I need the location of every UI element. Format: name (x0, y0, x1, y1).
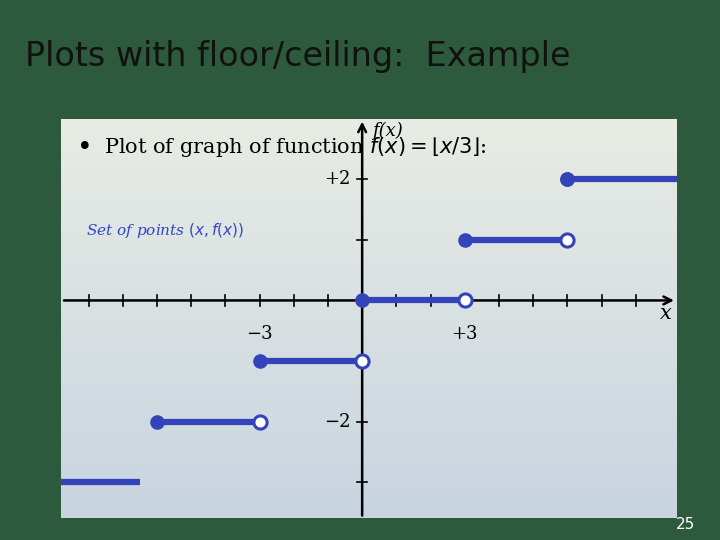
Point (459, 296, 471, 305)
Text: 25: 25 (675, 517, 695, 532)
Text: +2: +2 (324, 170, 350, 188)
Point (356, 356, 368, 365)
Text: Plots with floor/ceiling:  Example: Plots with floor/ceiling: Example (25, 39, 571, 73)
Point (459, 235, 471, 244)
Text: •: • (76, 135, 92, 160)
Point (562, 175, 573, 184)
Point (151, 417, 163, 426)
Text: f(x): f(x) (372, 122, 402, 140)
Point (562, 175, 573, 184)
Text: +3: +3 (451, 325, 478, 343)
Point (253, 417, 265, 426)
Text: Plot of graph of function $f(x) = \lfloor x/3 \rfloor$:: Plot of graph of function $f(x) = \lfloo… (104, 135, 487, 159)
Point (356, 296, 368, 305)
Text: −2: −2 (324, 413, 350, 430)
Text: Set of points $(x, f(x))$: Set of points $(x, f(x))$ (86, 221, 244, 240)
Text: x: x (660, 304, 672, 323)
Point (562, 235, 573, 244)
Text: −3: −3 (246, 325, 273, 343)
Point (253, 356, 265, 365)
